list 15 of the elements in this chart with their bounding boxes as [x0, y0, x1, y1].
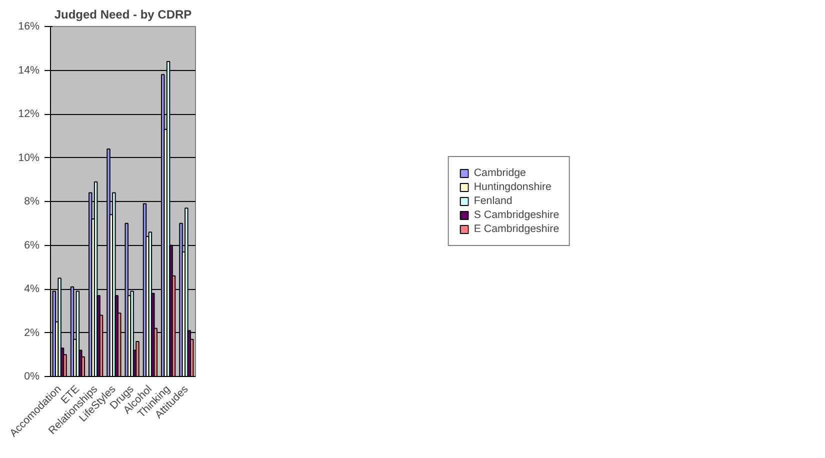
y-tick-label: 8%: [24, 196, 40, 208]
chart-title: Judged Need - by CDRP: [54, 8, 192, 22]
y-tick-label: 12%: [18, 108, 40, 120]
y-tick-label: 6%: [24, 239, 40, 252]
legend-label: Huntingdonshire: [474, 181, 552, 193]
y-tick-label: 2%: [24, 326, 40, 339]
y-tick-label: 14%: [18, 64, 40, 76]
y-tick-label: 0%: [24, 370, 40, 382]
legend-label: Cambridge: [474, 167, 526, 179]
legend-label: Fenland: [474, 195, 512, 207]
y-tick-label: 4%: [24, 283, 40, 295]
legend-label: S Cambridgeshire: [474, 209, 560, 221]
y-tick-label: 10%: [18, 152, 40, 164]
y-tick-label: 16%: [18, 20, 40, 32]
legend-label: E Cambridgeshire: [474, 223, 560, 235]
